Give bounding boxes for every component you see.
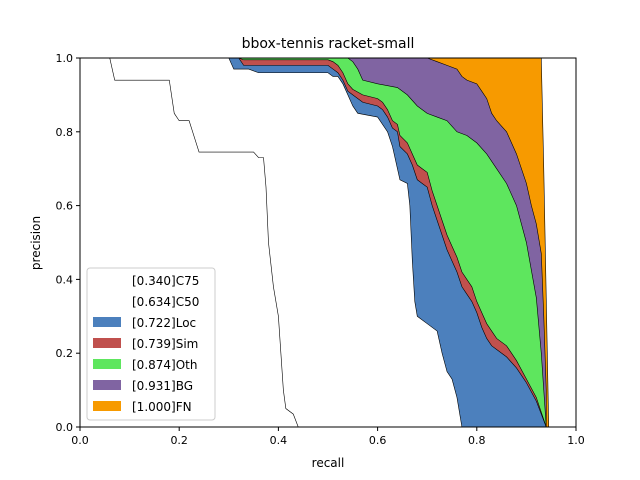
- x-tick-label: 0.6: [369, 434, 387, 447]
- x-tick-label: 1.0: [567, 434, 585, 447]
- line-bg: [80, 57, 547, 427]
- x-tick-label: 0.4: [270, 434, 288, 447]
- legend-swatch-fn: [93, 401, 121, 411]
- legend-label-fn: [1.000]FN: [132, 400, 192, 414]
- y-axis-ticks: 0.0 0.2 0.4 0.6 0.8 1.0: [56, 52, 80, 434]
- x-tick-label: 0.2: [170, 434, 188, 447]
- plot-boundary-lines: [80, 57, 550, 428]
- y-tick-label: 0.0: [56, 421, 74, 434]
- legend-swatch-bg: [93, 380, 121, 390]
- legend-label-oth: [0.874]Oth: [132, 358, 197, 372]
- x-axis-ticks: 0.0 0.2 0.4 0.6 0.8 1.0: [71, 427, 585, 447]
- y-tick-label: 0.6: [56, 200, 74, 213]
- line-c50: [80, 57, 463, 428]
- legend-swatch-loc: [93, 317, 121, 327]
- x-tick-label: 0.0: [71, 434, 89, 447]
- x-tick-label: 0.8: [468, 434, 486, 447]
- legend-swatch-c50: [93, 296, 121, 306]
- line-c75: [80, 57, 299, 428]
- legend-swatch-oth: [93, 359, 121, 369]
- x-axis-label: recall: [312, 456, 345, 470]
- plot-frame: [79, 57, 577, 428]
- legend-label-c50: [0.634]C50: [132, 295, 199, 309]
- line-loc: [80, 57, 547, 428]
- legend-label-loc: [0.722]Loc: [132, 316, 196, 330]
- y-tick-label: 0.4: [56, 273, 74, 286]
- line-sim: [80, 57, 547, 428]
- y-tick-label: 0.8: [56, 126, 74, 139]
- line-oth: [80, 57, 547, 428]
- y-tick-label: 0.2: [56, 347, 74, 360]
- legend-label-sim: [0.739]Sim: [132, 337, 198, 351]
- legend: [0.340]C75 [0.634]C50 [0.722]Loc [0.739]Sim…: [86, 267, 216, 421]
- legend-swatch-c75: [93, 275, 121, 285]
- y-axis-label: precision: [29, 216, 43, 270]
- chart-title: bbox-tennis racket-small: [242, 36, 415, 52]
- legend-label-c75: [0.340]C75: [132, 274, 199, 288]
- y-tick-label: 1.0: [56, 52, 74, 65]
- legend-swatch-sim: [93, 338, 121, 348]
- legend-label-bg: [0.931]BG: [132, 379, 193, 393]
